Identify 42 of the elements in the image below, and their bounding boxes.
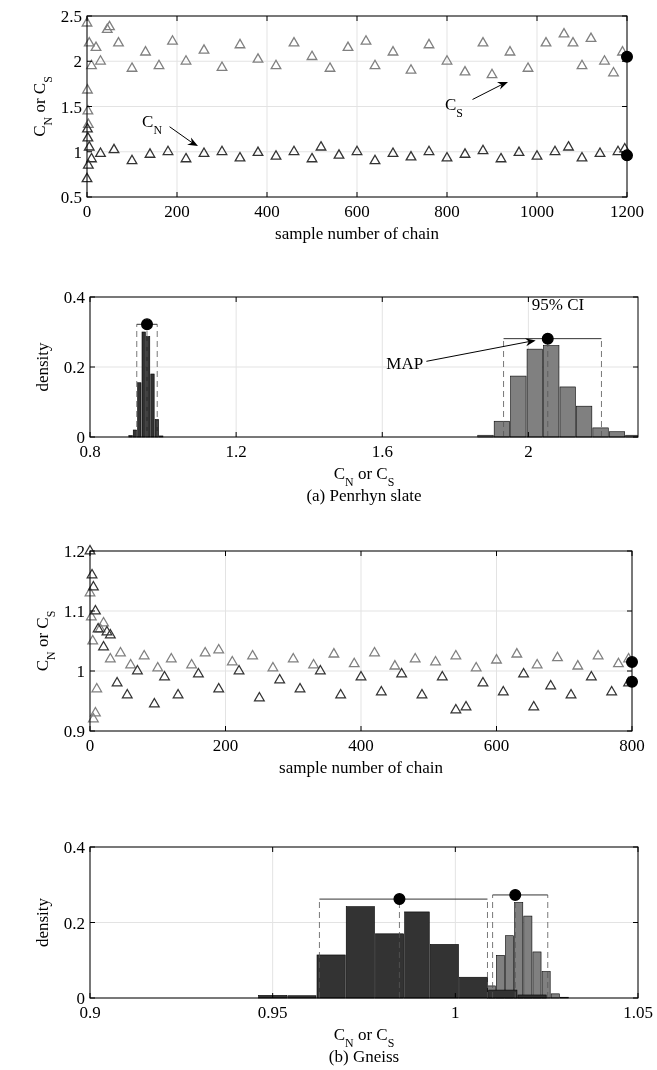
x-axis-title: C$_{N}$ or C$_{S}$ <box>333 1025 395 1050</box>
x-tick-label: 1.05 <box>623 1003 653 1022</box>
y-tick-label: 0.4 <box>63 288 86 307</box>
x-tick-label: 200 <box>212 736 239 755</box>
x-tick-label: 1.2 <box>225 442 247 461</box>
annotation: MAP <box>386 354 424 374</box>
y-tick-label: 2.5 <box>60 7 82 26</box>
x-axis-title: sample number of chain <box>279 758 444 777</box>
x-tick-label: 800 <box>619 736 645 755</box>
y-tick-label: 2 <box>73 52 82 72</box>
x-tick-label: 400 <box>254 202 280 221</box>
annotation: C$_{S}$ <box>445 95 463 120</box>
annotation: 95% CI <box>531 295 585 314</box>
x-tick-label: 1000 <box>520 202 554 221</box>
y-tick-label: 0.9 <box>63 722 85 741</box>
text: (b) Gneiss <box>328 1047 400 1066</box>
text: (a) Penrhyn slate <box>306 486 422 505</box>
x-tick-label: 800 <box>434 202 460 221</box>
y-tick-label: 1.5 <box>60 97 82 117</box>
x-axis-title: sample number of chain <box>275 224 440 243</box>
x-tick-label: 600 <box>483 736 510 755</box>
x-tick-label: 400 <box>348 736 374 755</box>
y-tick-label: 0.2 <box>63 358 85 377</box>
y-tick-label: 1 <box>73 142 82 162</box>
y-tick-label: 0.2 <box>63 913 85 933</box>
x-tick-label: 0.95 <box>257 1003 288 1022</box>
y-tick-label: 0 <box>76 989 85 1008</box>
x-tick-label: 1 <box>451 1003 460 1022</box>
x-tick-label: 1.6 <box>371 442 393 461</box>
x-tick-label: 2 <box>524 442 533 461</box>
y-tick-label: 0.4 <box>63 838 86 857</box>
y-tick-label: 1.2 <box>63 542 85 561</box>
y-tick-label: 1.1 <box>63 602 85 621</box>
x-tick-label: 200 <box>164 202 190 221</box>
y-axis-title: density <box>33 341 52 392</box>
y-tick-label: 1 <box>76 662 85 681</box>
annotation: C$_{N}$ <box>142 112 163 137</box>
x-tick-label: 1200 <box>610 202 644 221</box>
x-tick-label: 600 <box>344 202 370 221</box>
x-axis-title: C$_{N}$ or C$_{S}$ <box>333 464 395 489</box>
y-axis-title: density <box>33 897 52 948</box>
y-tick-label: 0.5 <box>60 188 82 207</box>
